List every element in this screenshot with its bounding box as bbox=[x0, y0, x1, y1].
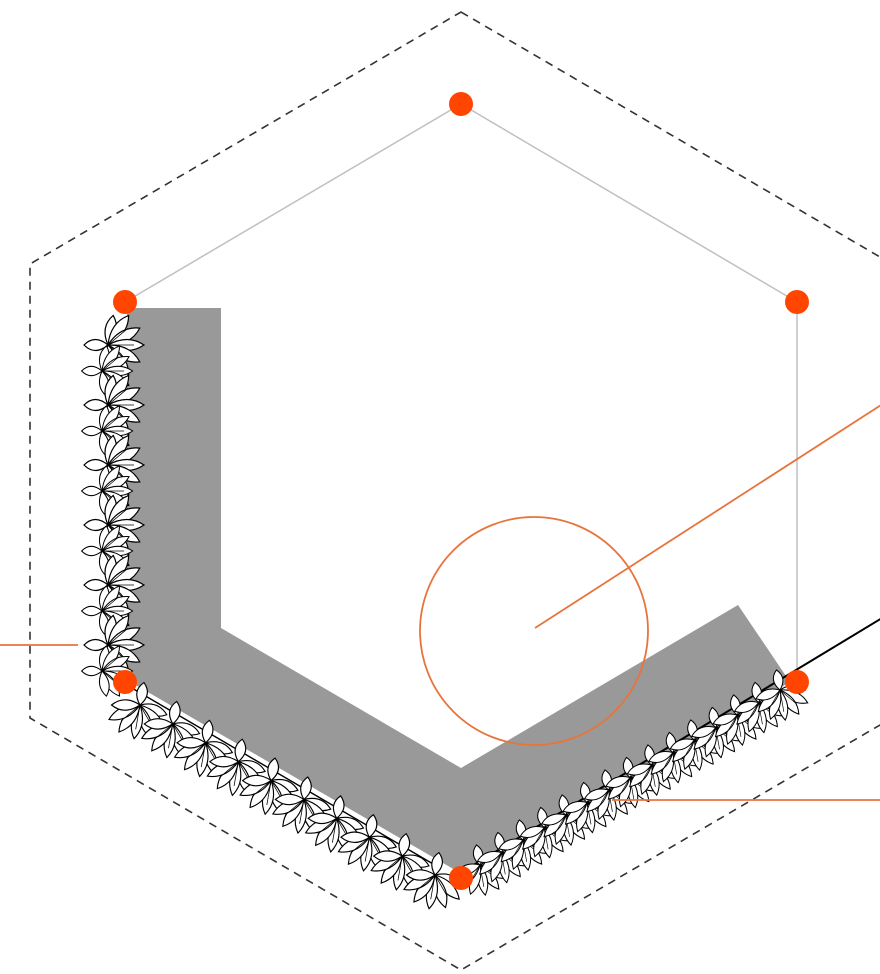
plant-symbol-icon bbox=[370, 832, 430, 891]
plant-symbol-icon bbox=[173, 719, 234, 778]
callouts bbox=[0, 404, 880, 801]
inner-guide-hexagon bbox=[124, 103, 798, 682]
grey-wall-band bbox=[127, 308, 790, 874]
plant-symbol-icon bbox=[239, 757, 299, 816]
plant-row-left bbox=[80, 314, 146, 697]
plant-symbol-icon bbox=[755, 669, 809, 722]
callout-leader-top-right bbox=[534, 404, 880, 629]
callout-circle bbox=[419, 516, 649, 746]
vertex-dot-icon bbox=[113, 670, 137, 694]
plant-symbol-icon bbox=[337, 813, 398, 872]
vertex-dot-icon bbox=[785, 670, 809, 694]
vertex-dot-icon bbox=[785, 290, 809, 314]
plant-symbol-icon bbox=[271, 776, 332, 835]
vertex-dot-icon bbox=[449, 92, 473, 116]
plant-symbol-icon bbox=[108, 681, 168, 740]
plant-row-bottom-right bbox=[455, 669, 809, 897]
vertex-dot-icon bbox=[449, 866, 473, 890]
vertex-dot-icon bbox=[113, 290, 137, 314]
vertex-dots bbox=[113, 92, 809, 890]
plant-row-bottom-left bbox=[108, 681, 463, 910]
plant-symbol-icon bbox=[403, 851, 463, 910]
